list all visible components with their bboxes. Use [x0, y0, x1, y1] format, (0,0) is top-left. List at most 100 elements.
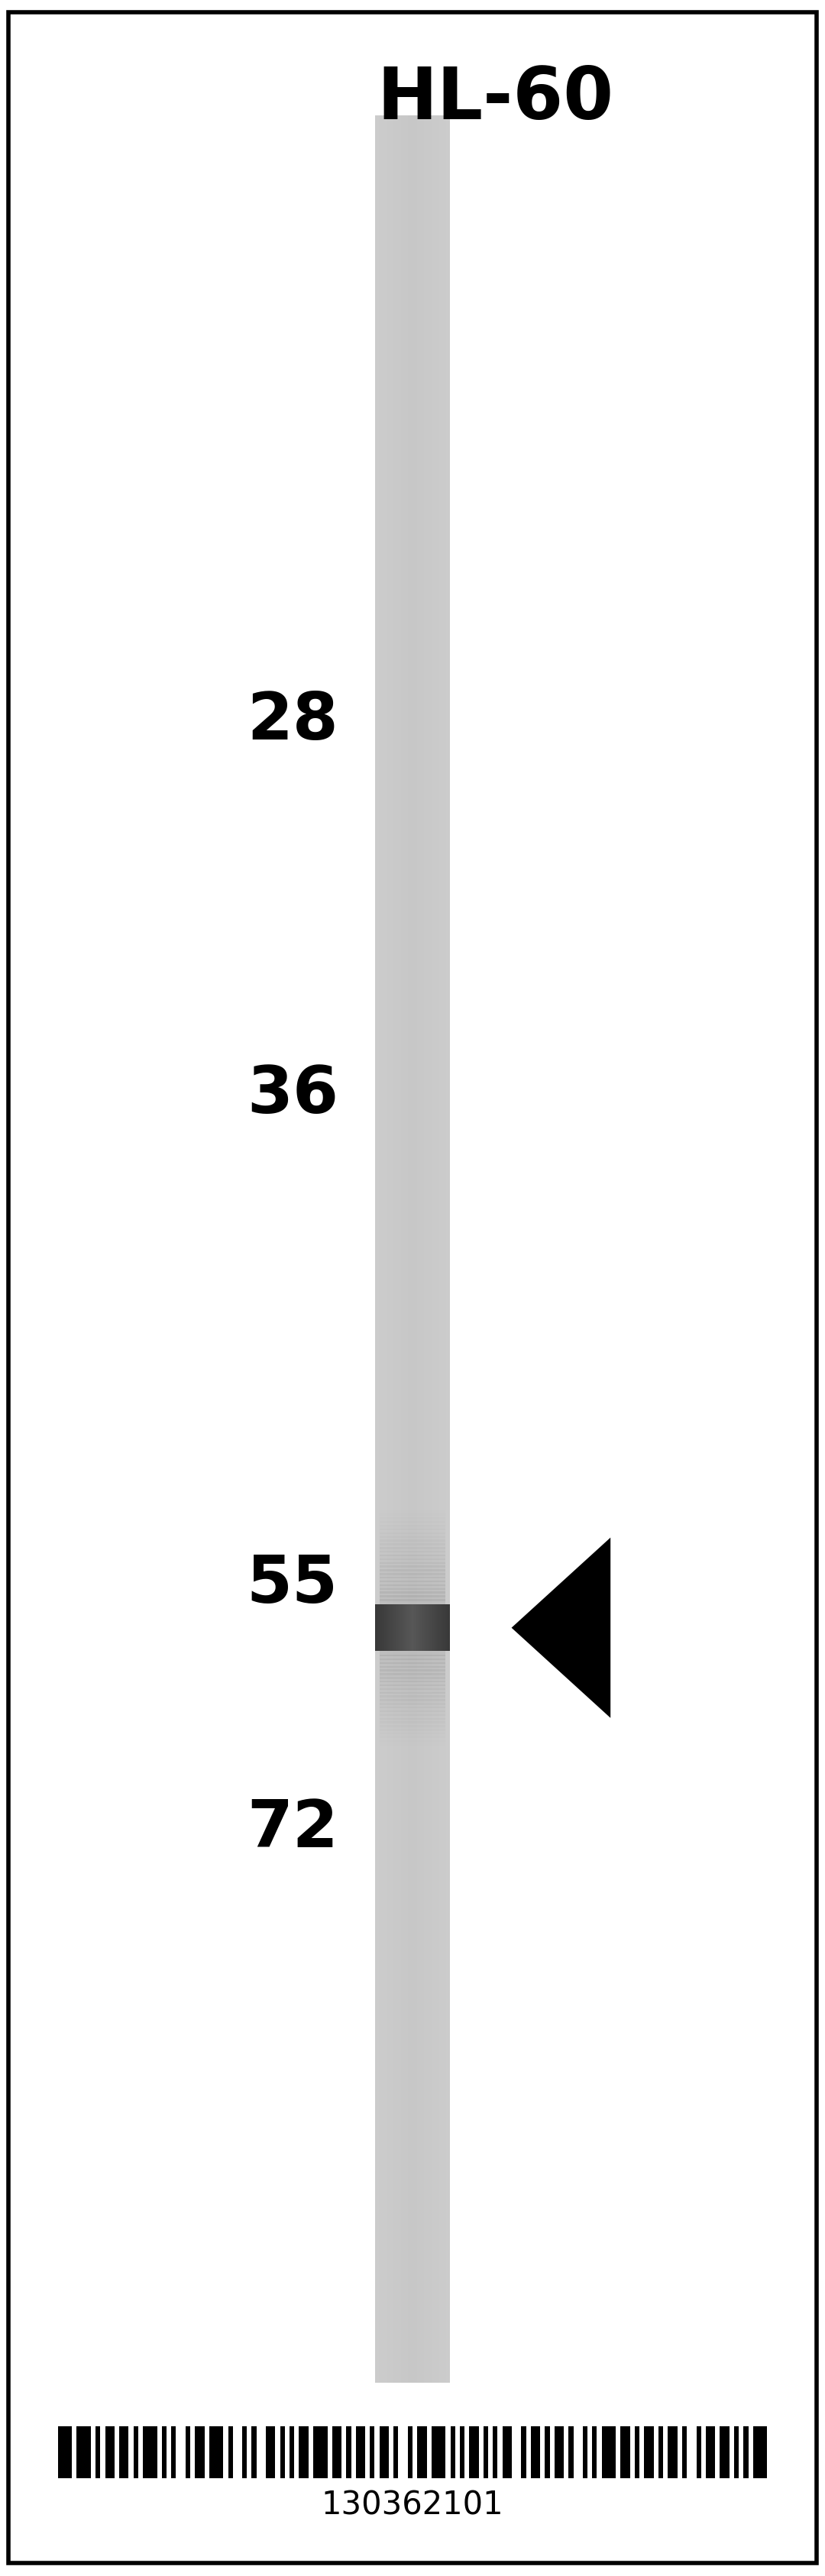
Bar	[380, 1510, 446, 1515]
Bar	[380, 1543, 446, 1548]
Bar	[195, 2427, 205, 2478]
Bar	[380, 1551, 446, 1556]
Bar	[554, 2427, 563, 2478]
Bar	[380, 1517, 446, 1522]
Bar	[380, 1595, 446, 1602]
Bar	[380, 1659, 446, 1664]
Bar	[356, 2427, 365, 2478]
Bar	[582, 2427, 587, 2478]
Bar	[58, 2427, 72, 2478]
Bar	[380, 1741, 446, 1747]
Bar	[134, 2427, 138, 2478]
Text: 72: 72	[247, 1798, 338, 1860]
Bar	[380, 1600, 446, 1605]
Bar	[380, 1674, 446, 1680]
Bar	[380, 1708, 446, 1713]
Bar	[753, 2427, 767, 2478]
Bar	[734, 2427, 739, 2478]
Bar	[380, 1692, 446, 1698]
Bar	[380, 1584, 446, 1589]
Bar	[380, 1718, 446, 1723]
Bar	[380, 2427, 389, 2478]
Bar	[380, 1540, 446, 1546]
Bar	[77, 2427, 91, 2478]
Bar	[380, 1721, 446, 1728]
Bar	[493, 2427, 497, 2478]
Text: 28: 28	[247, 690, 338, 752]
Bar	[228, 2427, 233, 2478]
Bar	[380, 1535, 446, 1543]
Bar	[380, 1713, 446, 1721]
Bar	[380, 1651, 446, 1656]
Bar	[668, 2427, 677, 2478]
Bar	[209, 2427, 224, 2478]
Bar	[380, 1569, 446, 1574]
Bar	[743, 2427, 748, 2478]
Bar	[380, 1556, 446, 1561]
Bar	[380, 1667, 446, 1672]
Bar	[380, 1736, 446, 1741]
Bar	[380, 1728, 446, 1734]
Bar	[299, 2427, 309, 2478]
Bar	[705, 2427, 715, 2478]
Bar	[380, 1533, 446, 1538]
Bar	[380, 1528, 446, 1535]
Bar	[469, 2427, 478, 2478]
Bar	[332, 2427, 342, 2478]
Bar	[483, 2427, 488, 2478]
Bar	[280, 2427, 285, 2478]
Bar	[568, 2427, 573, 2478]
Bar	[380, 1685, 446, 1690]
Bar	[380, 1548, 446, 1553]
Bar	[380, 1700, 446, 1705]
Bar	[460, 2427, 464, 2478]
Bar	[380, 1574, 446, 1579]
Bar	[380, 1677, 446, 1682]
Bar	[380, 1695, 446, 1700]
Bar	[380, 1669, 446, 1674]
Bar	[592, 2427, 597, 2478]
Text: HL-60: HL-60	[376, 64, 614, 134]
Bar	[502, 2427, 512, 2478]
Text: 36: 36	[247, 1064, 338, 1126]
Bar	[601, 2427, 616, 2478]
Bar	[380, 1687, 446, 1695]
Bar	[720, 2427, 729, 2478]
Bar	[143, 2427, 157, 2478]
Bar	[266, 2427, 276, 2478]
Bar	[658, 2427, 663, 2478]
Bar	[162, 2427, 167, 2478]
Bar	[380, 1726, 446, 1731]
Bar	[346, 2427, 351, 2478]
Bar	[394, 2427, 398, 2478]
Bar	[380, 1525, 446, 1530]
Bar	[120, 2427, 129, 2478]
Text: 55: 55	[247, 1553, 338, 1615]
Bar	[105, 2427, 115, 2478]
Bar	[380, 1522, 446, 1528]
Bar	[682, 2427, 687, 2478]
Bar	[380, 1734, 446, 1739]
Bar	[634, 2427, 639, 2478]
Bar	[380, 1682, 446, 1687]
Bar	[380, 1566, 446, 1571]
Bar	[380, 1577, 446, 1582]
Bar	[380, 1703, 446, 1708]
Bar	[417, 2427, 427, 2478]
Bar	[380, 1592, 446, 1597]
Bar	[644, 2427, 653, 2478]
Bar	[620, 2427, 630, 2478]
Bar	[408, 2427, 412, 2478]
Bar	[431, 2427, 446, 2478]
Bar	[521, 2427, 526, 2478]
Bar	[380, 1654, 446, 1662]
Bar	[290, 2427, 295, 2478]
Bar	[380, 1561, 446, 1569]
Bar	[186, 2427, 191, 2478]
Bar	[252, 2427, 257, 2478]
Bar	[380, 1515, 446, 1520]
Bar	[380, 1589, 446, 1595]
Bar	[380, 1710, 446, 1716]
Text: 130362101: 130362101	[322, 2488, 503, 2519]
Bar	[172, 2427, 176, 2478]
